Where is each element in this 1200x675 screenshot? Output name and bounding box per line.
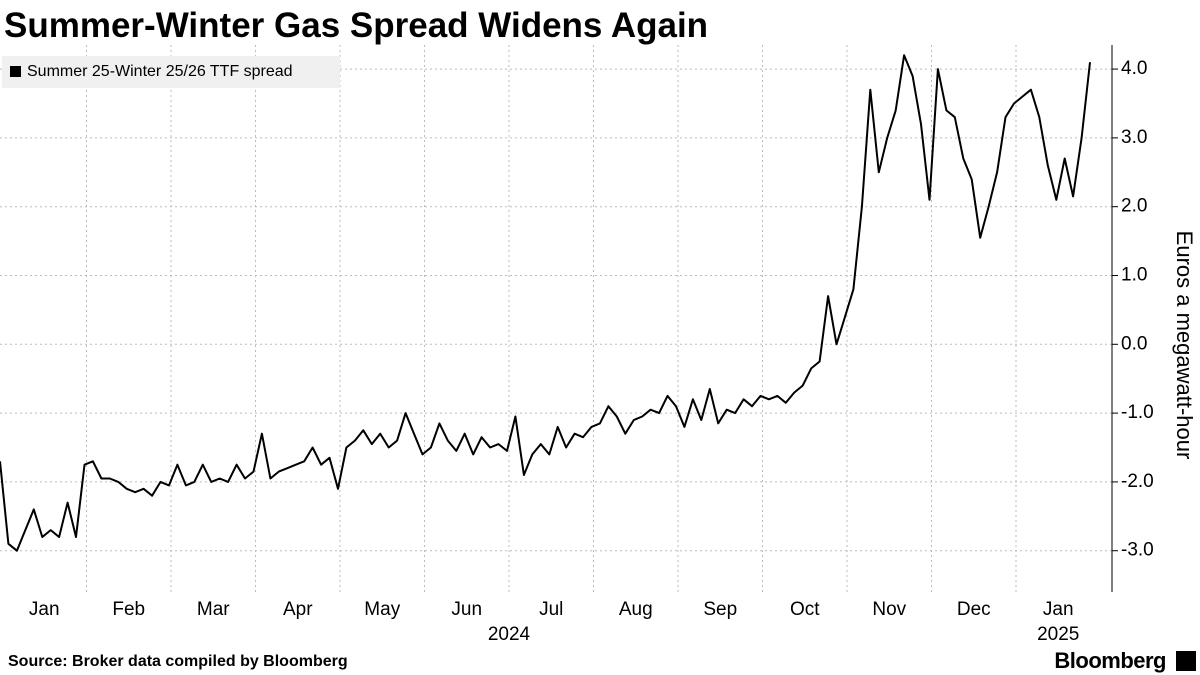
series-line [0,54,1091,552]
y-tick-label: 2.0 [1121,196,1147,217]
x-tick-label: Nov [872,599,906,620]
x-tick-label: May [364,599,400,620]
x-tick-label: Mar [197,599,230,620]
legend-label: Summer 25-Winter 25/26 TTF spread [27,63,293,80]
x-tick-label: Dec [957,599,991,620]
brand-icon [1176,651,1196,671]
x-tick-label: Oct [790,599,820,620]
x-tick-label: Aug [619,599,653,620]
x-tick-label: Jan [1043,599,1074,620]
legend-swatch [10,66,21,77]
y-tick-label: 1.0 [1121,265,1147,286]
chart-title: Summer-Winter Gas Spread Widens Again [4,6,708,45]
x-tick-label: Jul [539,599,563,620]
x-tick-label: Jan [29,599,60,620]
x-year-label: 2024 [488,624,531,645]
source: Source: Broker data compiled by Bloomber… [8,653,348,670]
x-year-label: 2025 [1037,624,1079,645]
y-tick-label: -1.0 [1121,402,1154,423]
y-tick-label: -3.0 [1121,540,1154,561]
x-tick-label: Jun [451,599,482,620]
x-tick-label: Feb [112,599,145,620]
y-axis-label: Euros a megawatt-hour [1172,231,1197,460]
legend-box [2,56,340,88]
x-tick-label: Apr [283,599,313,620]
y-tick-label: 3.0 [1121,127,1147,148]
y-tick-label: 0.0 [1121,333,1147,354]
y-tick-label: 4.0 [1121,58,1147,79]
brand: Bloomberg [1054,648,1166,673]
x-tick-label: Sep [703,599,737,620]
y-tick-label: -2.0 [1121,471,1154,492]
